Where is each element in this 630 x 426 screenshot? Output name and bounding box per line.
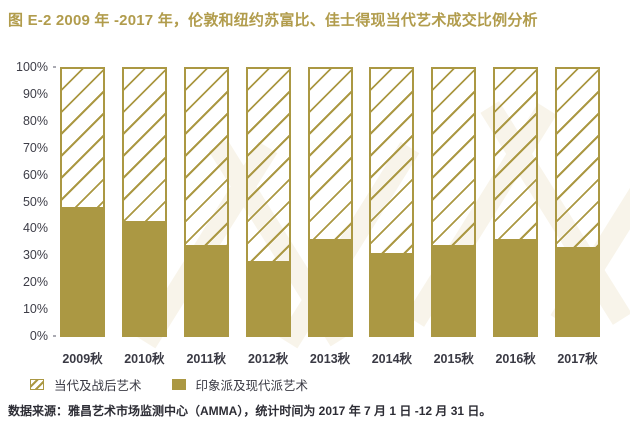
x-axis-label-2014秋: 2014秋: [371, 352, 413, 366]
y-tick-label: 60%: [22, 167, 48, 182]
y-tick-label: 20%: [22, 275, 48, 290]
y-tick-label: 80%: [22, 113, 48, 128]
chart-legend: 当代及战后艺术 印象派及现代派艺术: [30, 375, 308, 394]
solid-segment: [62, 207, 103, 335]
bar-plot-area: [60, 67, 600, 337]
x-axis-label-2012秋: 2012秋: [247, 352, 289, 366]
y-tick-label: 100%: [16, 60, 48, 74]
hatched-swatch-icon: [30, 379, 44, 390]
figure-title: 图 E-2 2009 年 -2017 年，伦敦和纽约苏富比、佳士得现当代艺术成交…: [8, 12, 538, 29]
solid-segment: [123, 221, 165, 335]
solid-segment: [247, 261, 289, 335]
stacked-bar-2012秋: [245, 67, 291, 337]
stacked-bar-2016秋: [493, 67, 539, 337]
x-axis-label-2010秋: 2010秋: [124, 352, 165, 366]
data-source-note: 数据来源：雅昌艺术市场监测中心（AMMA），统计时间为 2017 年 7 月 1…: [8, 404, 492, 418]
y-axis-tick-mark: [53, 335, 56, 337]
solid-segment: [557, 247, 598, 335]
y-axis-tick-mark: [53, 66, 56, 68]
solid-segment: [185, 245, 227, 335]
y-tick-label: 40%: [22, 221, 48, 236]
y-tick-label: 90%: [22, 86, 48, 101]
legend-item: 当代及战后艺术: [30, 375, 142, 394]
y-tick-label: 10%: [22, 302, 48, 317]
stacked-bar-2013秋: [307, 67, 353, 337]
legend-label: 印象派及现代派艺术: [195, 379, 309, 393]
legend-item: 印象派及现代派艺术: [171, 375, 309, 394]
x-axis-labels: 2009秋 2010秋 2011秋 2012秋 2013秋 2014秋 2015秋 2016秋…: [60, 348, 600, 366]
stacked-bar-2014秋: [369, 67, 415, 337]
legend-label: 当代及战后艺术: [54, 379, 142, 393]
stacked-bar-2010秋: [121, 67, 167, 337]
x-axis-label-2016秋: 2016秋: [495, 352, 536, 366]
solid-segment: [433, 245, 475, 335]
y-tick-label: 50%: [22, 194, 48, 209]
solid-segment: [309, 239, 351, 335]
stacked-bar-2011秋: [183, 67, 229, 337]
x-axis-label-2017秋: 2017秋: [557, 352, 598, 366]
y-tick-label: 70%: [22, 140, 48, 155]
solid-swatch-icon: [171, 379, 186, 390]
stacked-bar-2009秋: [60, 67, 105, 337]
x-axis-label-2013秋: 2013秋: [309, 352, 351, 366]
solid-segment: [495, 239, 537, 335]
x-axis-label-2011秋: 2011秋: [186, 352, 227, 366]
solid-segment: [371, 253, 413, 335]
y-tick-label: 30%: [22, 248, 48, 263]
stacked-bar-2015秋: [431, 67, 477, 337]
stacked-bar-2017秋: [555, 67, 600, 337]
x-axis-label-2015秋: 2015秋: [433, 352, 474, 366]
x-axis-label-2009秋: 2009秋: [62, 352, 103, 366]
y-tick-label: 0%: [29, 329, 48, 343]
